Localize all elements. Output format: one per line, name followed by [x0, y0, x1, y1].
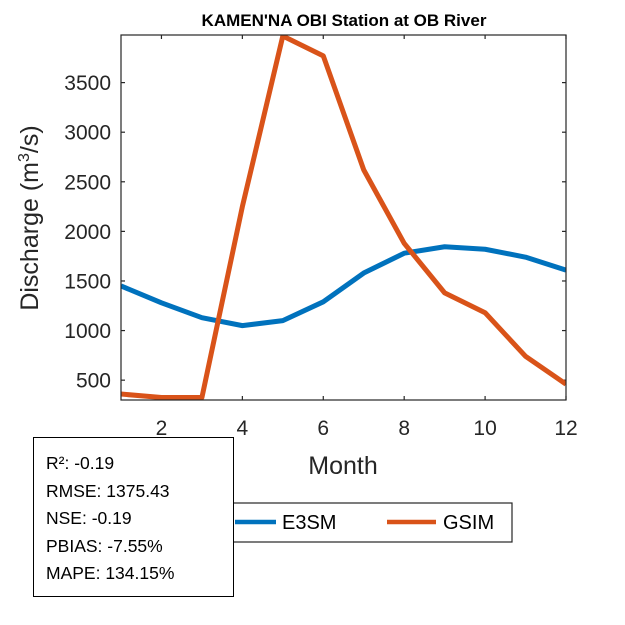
- stats-box: R²: -0.19 RMSE: 1375.43 NSE: -0.19 PBIAS…: [33, 437, 234, 597]
- y-tick-label: 3000: [64, 122, 111, 145]
- y-tick-label: 500: [76, 370, 111, 393]
- y-tick-label: 1000: [64, 320, 111, 343]
- y-tick-label: 1500: [64, 270, 111, 293]
- legend: E3SM GSIM: [224, 502, 513, 543]
- x-tick-label: 12: [554, 417, 577, 440]
- y-tick-label: 3500: [64, 72, 111, 95]
- stat-mape: MAPE: 134.15%: [46, 563, 175, 583]
- chart-title: KAMEN'NA OBI Station at OB River: [202, 11, 487, 30]
- x-tick-label: 8: [398, 417, 410, 440]
- stat-rmse: RMSE: 1375.43: [46, 480, 170, 501]
- x-axis-label: Month: [308, 452, 377, 480]
- legend-label-e3sm: E3SM: [282, 512, 336, 534]
- series-line-e3sm: [121, 244, 566, 329]
- stat-pbias: PBIAS: -7.55%: [46, 535, 163, 556]
- legend-label-gsim: GSIM: [443, 512, 494, 534]
- x-tick-label: 4: [237, 417, 249, 440]
- y-axis-label-main: Discharge (m: [16, 162, 44, 311]
- series-lines: [121, 35, 566, 400]
- x-tick-label: 6: [317, 417, 329, 440]
- y-axis-label: Discharge (m3/s): [16, 125, 44, 310]
- y-tick-label: 2000: [64, 221, 111, 244]
- x-tick-label: 2: [156, 417, 168, 440]
- y-tick-label: 2500: [64, 171, 111, 194]
- y-axis-label-sup: 3: [16, 153, 33, 162]
- y-axis-label-unit: /s): [16, 125, 44, 153]
- plot-area: [121, 35, 566, 400]
- stat-r2: R²: -0.19: [46, 453, 115, 473]
- series-line-gsim: [121, 35, 566, 400]
- plot-frame: [120, 34, 567, 401]
- x-tick-label: 10: [473, 417, 496, 440]
- stat-nse: NSE: -0.19: [46, 508, 132, 528]
- y-axis-ticks: 500 1000 1500 2000 2500 3000 3500: [64, 72, 566, 393]
